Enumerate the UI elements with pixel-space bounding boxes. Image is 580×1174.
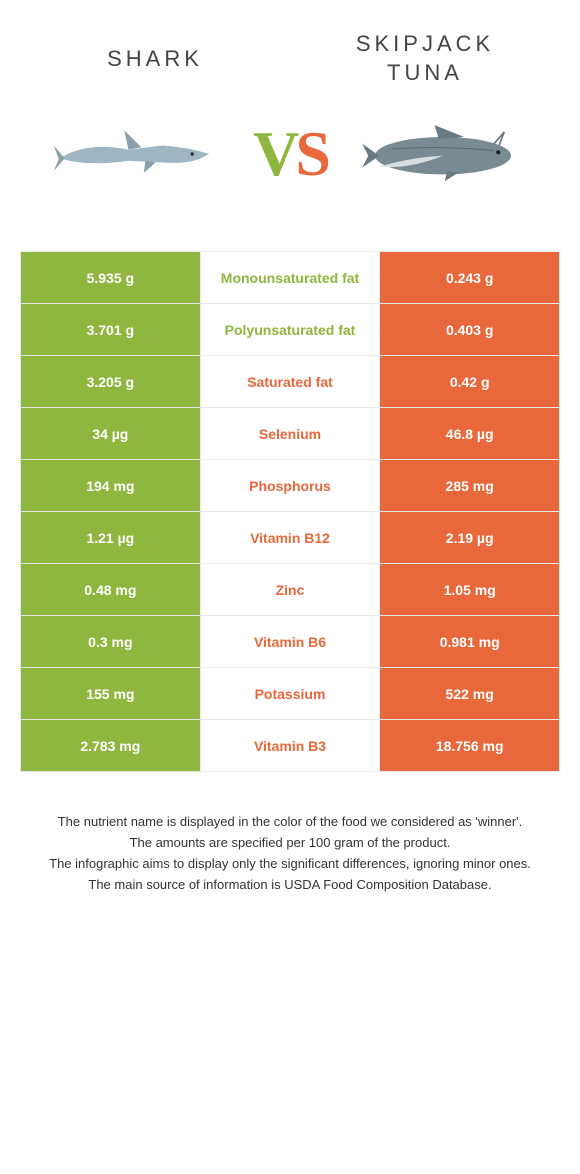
- right-value: 0.42 g: [380, 356, 559, 407]
- tuna-icon: [358, 120, 528, 188]
- right-food-title: SKIPJACK TUNA: [290, 30, 560, 87]
- nutrient-name: Polyunsaturated fat: [201, 304, 381, 355]
- right-value: 2.19 µg: [380, 512, 559, 563]
- table-row: 1.21 µgVitamin B122.19 µg: [21, 512, 559, 564]
- left-food-title: SHARK: [20, 46, 290, 72]
- nutrient-table: 5.935 gMonounsaturated fat0.243 g3.701 g…: [20, 251, 560, 772]
- right-value: 0.981 mg: [380, 616, 559, 667]
- footer-line-1: The nutrient name is displayed in the co…: [30, 812, 550, 833]
- tuna-image-slot: [327, 120, 560, 188]
- table-row: 194 mgPhosphorus285 mg: [21, 460, 559, 512]
- nutrient-name: Vitamin B6: [201, 616, 381, 667]
- vs-row: VS: [20, 117, 560, 191]
- right-value: 522 mg: [380, 668, 559, 719]
- footer-notes: The nutrient name is displayed in the co…: [20, 812, 560, 895]
- left-value: 34 µg: [21, 408, 201, 459]
- footer-line-3: The infographic aims to display only the…: [30, 854, 550, 875]
- table-row: 3.701 gPolyunsaturated fat0.403 g: [21, 304, 559, 356]
- table-row: 0.48 mgZinc1.05 mg: [21, 564, 559, 616]
- left-value: 0.48 mg: [21, 564, 201, 615]
- right-title-line2: TUNA: [387, 60, 463, 85]
- table-row: 5.935 gMonounsaturated fat0.243 g: [21, 252, 559, 304]
- left-value: 2.783 mg: [21, 720, 201, 771]
- right-value: 285 mg: [380, 460, 559, 511]
- table-row: 34 µgSelenium46.8 µg: [21, 408, 559, 460]
- nutrient-name: Vitamin B3: [201, 720, 381, 771]
- footer-line-4: The main source of information is USDA F…: [30, 875, 550, 896]
- left-value: 3.205 g: [21, 356, 201, 407]
- left-value: 194 mg: [21, 460, 201, 511]
- left-value: 3.701 g: [21, 304, 201, 355]
- shark-icon: [52, 120, 222, 188]
- left-value: 5.935 g: [21, 252, 201, 303]
- footer-line-2: The amounts are specified per 100 gram o…: [30, 833, 550, 854]
- right-value: 46.8 µg: [380, 408, 559, 459]
- left-value: 155 mg: [21, 668, 201, 719]
- infographic-container: SHARK SKIPJACK TUNA VS: [0, 0, 580, 915]
- right-title-line1: SKIPJACK: [356, 31, 494, 56]
- nutrient-name: Saturated fat: [201, 356, 381, 407]
- vs-label: VS: [253, 117, 327, 191]
- nutrient-name: Potassium: [201, 668, 381, 719]
- shark-image-slot: [20, 120, 253, 188]
- table-row: 2.783 mgVitamin B318.756 mg: [21, 720, 559, 772]
- vs-s-letter: S: [295, 117, 327, 191]
- title-row: SHARK SKIPJACK TUNA: [20, 30, 560, 87]
- nutrient-name: Selenium: [201, 408, 381, 459]
- vs-v-letter: V: [253, 117, 295, 191]
- right-value: 0.403 g: [380, 304, 559, 355]
- left-value: 1.21 µg: [21, 512, 201, 563]
- table-row: 3.205 gSaturated fat0.42 g: [21, 356, 559, 408]
- right-value: 18.756 mg: [380, 720, 559, 771]
- table-row: 155 mgPotassium522 mg: [21, 668, 559, 720]
- nutrient-name: Vitamin B12: [201, 512, 381, 563]
- left-value: 0.3 mg: [21, 616, 201, 667]
- nutrient-name: Phosphorus: [201, 460, 381, 511]
- table-row: 0.3 mgVitamin B60.981 mg: [21, 616, 559, 668]
- nutrient-name: Zinc: [201, 564, 381, 615]
- right-value: 0.243 g: [380, 252, 559, 303]
- right-value: 1.05 mg: [380, 564, 559, 615]
- nutrient-name: Monounsaturated fat: [201, 252, 381, 303]
